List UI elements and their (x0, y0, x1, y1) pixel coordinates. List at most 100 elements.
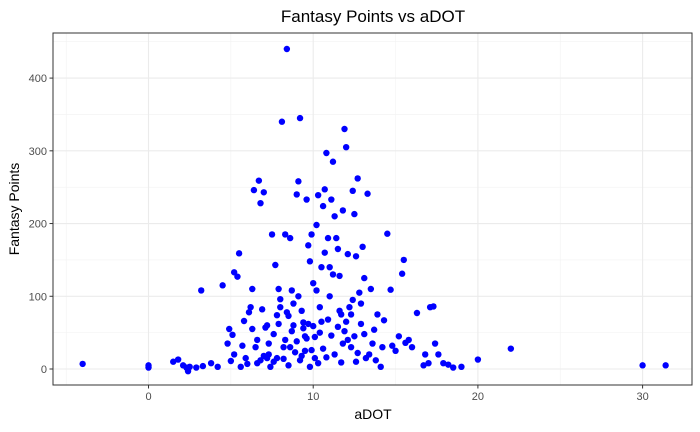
data-point (435, 351, 442, 358)
data-point (244, 360, 251, 368)
data-point (288, 327, 295, 335)
data-point (420, 362, 427, 369)
data-point (286, 234, 294, 242)
data-point (339, 340, 347, 347)
data-point (290, 300, 297, 307)
data-point (369, 340, 376, 347)
data-point (270, 330, 277, 338)
data-point (207, 359, 215, 367)
data-point (347, 343, 355, 351)
data-point (308, 346, 315, 354)
data-point (354, 349, 361, 357)
data-point (295, 293, 302, 300)
y-tick-label: 300 (29, 146, 47, 158)
data-point (408, 343, 416, 351)
data-point (229, 331, 236, 339)
data-point (445, 361, 452, 368)
data-point (272, 261, 279, 269)
data-point (326, 293, 333, 300)
plot-border (52, 32, 693, 386)
data-point (275, 320, 282, 328)
data-point (333, 234, 340, 242)
data-point (413, 309, 421, 317)
data-point (357, 320, 365, 328)
data-point (268, 231, 276, 238)
data-point (255, 177, 263, 184)
data-point (226, 325, 233, 333)
data-point (318, 263, 325, 271)
data-point (349, 187, 356, 195)
data-point (329, 158, 337, 165)
data-point (323, 354, 330, 361)
data-point (440, 359, 447, 367)
data-point (329, 271, 337, 278)
data-point (311, 333, 319, 341)
plot-panel (53, 33, 692, 385)
data-point (351, 210, 358, 218)
x-tick-label: 10 (307, 391, 319, 403)
data-point (321, 249, 328, 256)
data-point (359, 243, 366, 251)
data-point (361, 274, 368, 282)
data-point (310, 322, 317, 330)
data-point (234, 273, 241, 280)
data-point (199, 362, 207, 370)
data-point (257, 199, 264, 207)
data-point (372, 357, 379, 364)
data-point (214, 363, 221, 371)
data-point (277, 295, 284, 303)
data-point (273, 311, 281, 319)
data-point (316, 329, 323, 336)
x-tick-label: 0 (145, 391, 151, 403)
data-point (260, 352, 267, 360)
data-point (387, 286, 394, 293)
data-point (458, 363, 465, 371)
data-point (379, 343, 386, 351)
data-point (356, 289, 363, 296)
data-point (352, 253, 360, 260)
data-point (328, 196, 335, 203)
x-tick-label: 20 (472, 391, 484, 403)
data-point (341, 327, 348, 335)
data-point (235, 250, 243, 257)
data-point (324, 316, 332, 323)
data-point (250, 186, 258, 194)
data-point (392, 347, 399, 355)
data-point (314, 191, 322, 199)
x-axis-title: aDOT (354, 406, 392, 422)
data-point (370, 326, 378, 333)
data-point (198, 287, 205, 294)
data-point (305, 242, 312, 249)
y-tick-label: 200 (29, 219, 47, 231)
data-point (384, 230, 391, 237)
data-point (239, 342, 246, 349)
data-point (331, 351, 338, 358)
data-point (639, 362, 646, 369)
data-point (265, 340, 272, 347)
data-point (227, 357, 235, 365)
data-point (352, 358, 360, 365)
data-point (298, 307, 305, 315)
data-point (301, 347, 309, 355)
data-point (145, 364, 152, 371)
data-point (283, 309, 291, 316)
data-point (431, 340, 439, 347)
data-point (265, 351, 272, 358)
data-point (354, 175, 361, 182)
data-point (400, 256, 407, 264)
data-point (313, 221, 320, 229)
data-point (349, 296, 356, 304)
data-point (313, 287, 320, 294)
data-point (344, 250, 351, 258)
y-tick-label: 400 (29, 73, 47, 85)
data-point (316, 303, 323, 311)
data-point (341, 125, 348, 133)
data-point (258, 306, 266, 313)
data-point (301, 333, 309, 340)
data-point (254, 336, 261, 344)
data-point (170, 358, 177, 365)
data-point (295, 178, 302, 185)
data-point (422, 351, 429, 358)
data-point (324, 234, 332, 242)
